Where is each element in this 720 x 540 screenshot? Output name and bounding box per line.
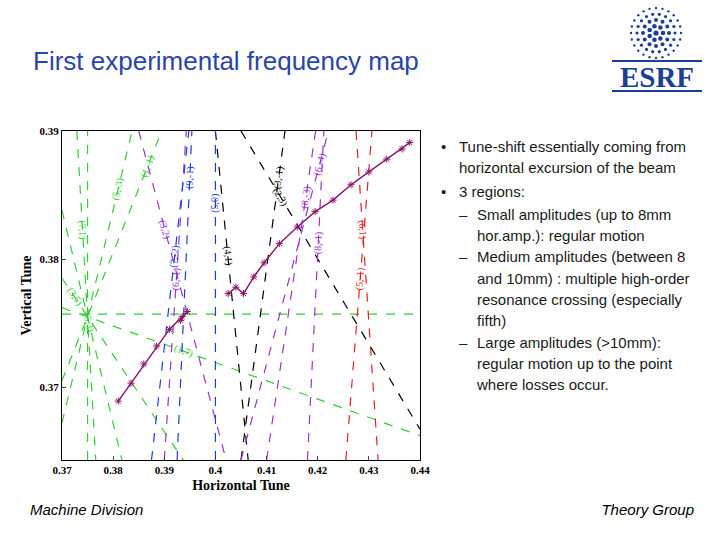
svg-text:0.42: 0.42: [308, 464, 328, 476]
html-text:Large amplitudes (>10mm): regu: Large amplitudes (>10mm): regular motion…: [477, 333, 673, 394]
html-text:First experimental frequency m: First experimental frequency map: [33, 46, 419, 76]
svg-text:0.39: 0.39: [40, 125, 60, 137]
svg-text:(5,0): (5,0): [209, 194, 221, 213]
svg-text:0.43: 0.43: [359, 464, 379, 476]
svg-text:0.38: 0.38: [104, 464, 124, 476]
svg-text:(4,1): (4,1): [221, 246, 235, 266]
svg-text:Vertical Tune: Vertical Tune: [19, 256, 34, 336]
svg-text:(6,1): (6,1): [356, 220, 369, 240]
svg-text:ESRF: ESRF: [620, 61, 694, 93]
svg-text:(6,-4): (6,-4): [311, 152, 328, 177]
svg-text:(2,3): (2,3): [270, 186, 290, 209]
svg-text:(5,-3): (5,-3): [109, 177, 126, 202]
svg-text:(1,7): (1,7): [173, 342, 195, 360]
svg-text:0.41: 0.41: [257, 464, 276, 476]
svg-text:0.4: 0.4: [209, 464, 223, 476]
svg-text:0.44: 0.44: [410, 464, 430, 476]
html-text:Theory Group: Theory Group: [601, 501, 694, 518]
html-text:Machine Division: Machine Division: [30, 501, 144, 518]
svg-text:(3,5): (3,5): [64, 285, 85, 308]
html-text:Small amplitudes (up to 8mm ho: Small amplitudes (up to 8mm hor.amp.): r…: [477, 205, 672, 245]
svg-text:0.39: 0.39: [155, 464, 175, 476]
svg-text:(6,-1): (6,-1): [170, 268, 183, 291]
svg-text:(5,-1): (5,-1): [353, 267, 367, 290]
svg-text:(3,2): (3,2): [156, 219, 173, 241]
svg-text:0.37: 0.37: [52, 464, 72, 476]
html-text:Medium amplitudes (between 8 a: Medium amplitudes (between 8 and 10mm) :…: [477, 248, 690, 330]
svg-text:(3,-1): (3,-1): [271, 166, 286, 190]
svg-text:0.37: 0.37: [40, 381, 60, 393]
svg-text:Horizontal Tune: Horizontal Tune: [192, 478, 290, 493]
svg-text:(1,-1): (1,-1): [138, 154, 158, 179]
svg-text:(8,-1): (8,-1): [312, 231, 325, 254]
svg-text:(7,1): (7,1): [76, 220, 89, 240]
svg-text:(5,3): (5,3): [80, 312, 96, 333]
svg-text:0.38: 0.38: [40, 253, 60, 265]
svg-text:(9,-1): (9,-1): [183, 166, 196, 189]
svg-text:(7,-2): (7,-2): [167, 245, 181, 269]
html-text:Tune-shift essentially coming: Tune-shift essentially coming from horiz…: [459, 138, 686, 177]
html-text:3 regions:: 3 regions:: [459, 182, 525, 200]
svg-text:(8,-3): (8,-3): [298, 185, 313, 209]
